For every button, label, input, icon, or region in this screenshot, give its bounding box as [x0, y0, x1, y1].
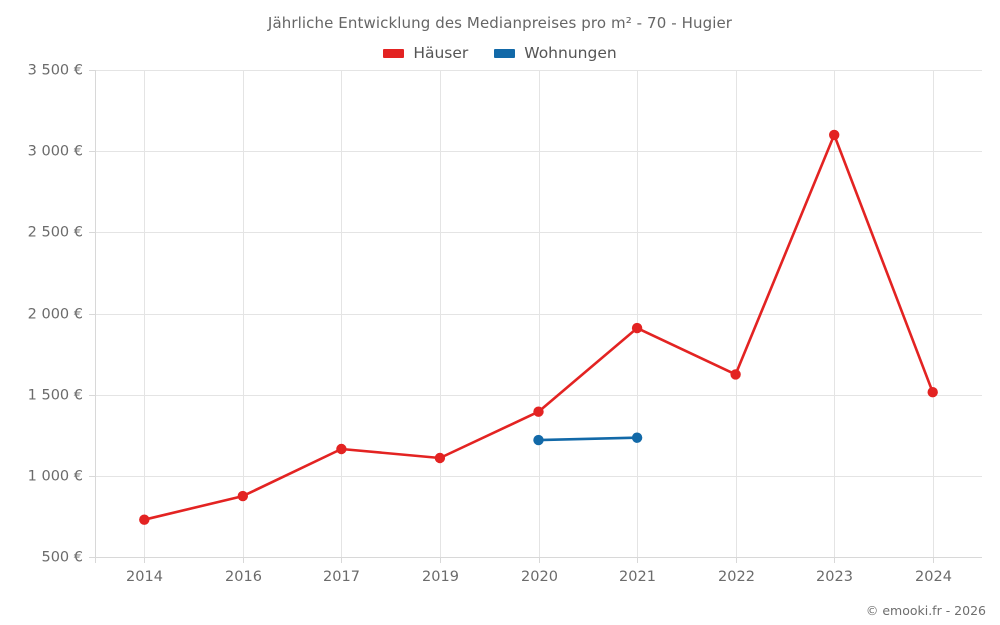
data-point-wohnungen-2020[interactable]: Wohnungen 2020: 1220: [533, 434, 544, 446]
data-point-häuser-2017[interactable]: Häuser 2017: 1165: [336, 443, 347, 455]
data-point-häuser-2023[interactable]: Häuser 2023: 3100: [829, 129, 840, 141]
data-point-häuser-2020[interactable]: Häuser 2020: 1395: [533, 406, 544, 417]
footer-credit: © emooki.fr - 2026: [865, 603, 986, 618]
y-tick-label: 1 500 €: [28, 388, 83, 404]
x-tick-label: 2019: [422, 569, 459, 585]
series-line-häuser: [143, 133, 934, 521]
y-tick-label: 500 €: [41, 550, 83, 566]
series-line-wohnungen: [537, 436, 639, 442]
data-point-häuser-2014[interactable]: Häuser 2014: 730: [139, 514, 150, 525]
x-tick-label: 2020: [521, 569, 558, 585]
legend-swatch-hauser: [383, 48, 405, 58]
chart-title: Jährliche Entwicklung des Medianpreises …: [267, 14, 733, 32]
x-tick-label: 2014: [126, 569, 163, 585]
data-point-häuser-2024[interactable]: Häuser 2024: 1515: [927, 387, 938, 398]
x-tick-label: 2021: [619, 569, 656, 585]
x-tick-label: 2017: [323, 569, 360, 585]
legend-item-hauser[interactable]: Häuser: [383, 44, 468, 62]
y-tick-label: 1 000 €: [28, 469, 83, 485]
y-tick-label: 3 000 €: [28, 144, 83, 160]
x-tick-label: 2022: [718, 569, 755, 585]
y-tick-label: 2 000 €: [28, 307, 83, 323]
legend-label-hauser: Häuser: [413, 44, 469, 62]
data-point-häuser-2021[interactable]: Häuser 2021: 1910: [631, 322, 643, 334]
y-tick-label: 3 500 €: [28, 63, 83, 79]
data-point-wohnungen-2021[interactable]: Wohnungen 2021: 1235: [631, 432, 643, 443]
data-point-häuser-2022[interactable]: Häuser 2022: 1625: [730, 369, 741, 380]
legend-item-wohnungen[interactable]: Wohnungen: [494, 44, 617, 62]
y-tick-label: 2 500 €: [28, 225, 83, 241]
data-point-häuser-2016[interactable]: Häuser 2016: 875: [237, 490, 248, 502]
chart-legend: Häuser Wohnungen: [0, 44, 1000, 62]
legend-label-wohnungen: Wohnungen: [524, 44, 617, 62]
x-tick-label: 2024: [915, 569, 952, 585]
legend-swatch-wohnungen: [494, 48, 516, 58]
x-tick-label: 2016: [225, 569, 262, 585]
data-point-häuser-2019[interactable]: Häuser 2019: 1110: [434, 452, 446, 464]
x-tick-label: 2023: [816, 569, 853, 585]
